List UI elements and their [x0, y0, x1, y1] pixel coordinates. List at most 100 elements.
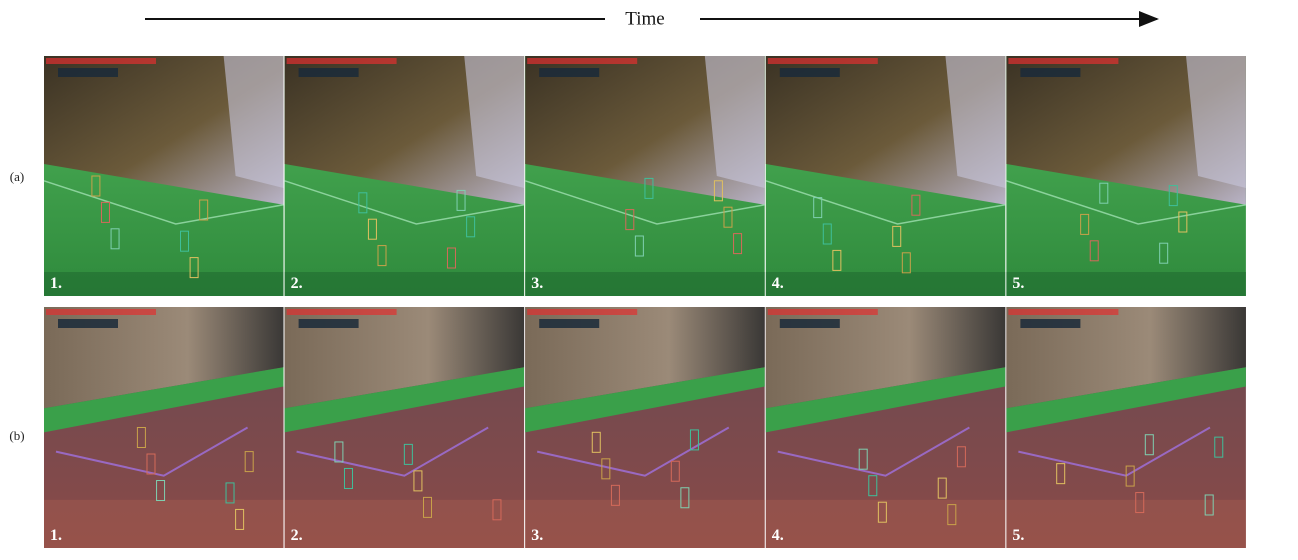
frame-number: 2. — [291, 527, 303, 544]
player-box — [423, 496, 433, 518]
pitch-shade — [525, 499, 765, 548]
scoreboard — [58, 319, 118, 328]
player-box — [1178, 211, 1188, 233]
crowd — [1006, 56, 1246, 205]
player-box — [110, 228, 120, 250]
video-frame: 5. — [1006, 56, 1247, 296]
player-box — [901, 252, 911, 274]
player-box — [813, 197, 823, 219]
player-box — [591, 431, 601, 453]
stand-light — [464, 56, 525, 188]
pitch-line — [536, 426, 730, 477]
player-box — [723, 206, 733, 228]
player-box — [1135, 492, 1145, 514]
player-box — [334, 441, 344, 463]
ad-banner — [765, 367, 1006, 433]
pitch-line — [55, 426, 249, 477]
crowd — [525, 307, 765, 409]
overlay-text-bar — [46, 58, 156, 64]
player-box — [235, 508, 245, 530]
frame-number: 1. — [50, 527, 62, 544]
player-box — [713, 180, 723, 202]
player-box — [343, 467, 353, 489]
ad-banner — [525, 367, 765, 433]
video-frame: 2. — [284, 307, 525, 548]
overlay-text-bar — [286, 58, 397, 64]
scoreboard — [298, 319, 359, 328]
overlay-text-bar — [527, 309, 638, 315]
crowd — [284, 307, 525, 409]
video-frame: 1. — [43, 56, 284, 296]
player-box — [189, 257, 199, 279]
scoreboard — [1020, 68, 1081, 77]
frame-number: 5. — [1012, 275, 1024, 292]
grass-edge — [284, 272, 525, 296]
overlay-text-bar — [1008, 309, 1119, 315]
player-box — [644, 177, 654, 199]
scoreboard — [539, 68, 600, 77]
player-box — [1089, 240, 1099, 262]
player-box — [244, 451, 254, 473]
player-box — [456, 189, 466, 211]
pitch-line — [765, 180, 1006, 225]
player-box — [1056, 463, 1066, 485]
video-frame: 5. — [1006, 307, 1246, 548]
pitch-shade — [44, 499, 284, 548]
crowd — [44, 307, 284, 409]
player-box — [91, 175, 101, 197]
player-box — [858, 448, 868, 470]
player-box — [1204, 494, 1214, 516]
player-box — [1214, 436, 1224, 458]
time-label: Time — [625, 8, 664, 29]
pitch-shade — [1006, 499, 1246, 548]
player-box — [146, 453, 156, 475]
scoreboard — [539, 319, 600, 328]
player-box — [403, 443, 413, 465]
video-frame: 3. — [524, 56, 765, 296]
row-label: (b) — [9, 428, 24, 443]
crowd — [765, 307, 1006, 409]
player-box — [1144, 434, 1154, 456]
player-box — [225, 482, 235, 504]
grass-edge — [1006, 272, 1246, 296]
video-frame: 4. — [765, 307, 1006, 548]
player-box — [689, 429, 699, 451]
overlay-text-bar — [46, 309, 156, 315]
ad-banner — [284, 367, 525, 433]
scoreboard — [1020, 319, 1081, 328]
player-box — [892, 225, 902, 247]
grass-edge — [44, 272, 284, 296]
scoreboard — [779, 68, 840, 77]
frame-number: 4. — [772, 527, 784, 544]
player-box — [911, 194, 921, 216]
overlay-text-bar — [767, 58, 878, 64]
overlay-text-bar — [286, 309, 397, 315]
scoreboard — [58, 68, 118, 77]
frame-number: 2. — [291, 275, 303, 292]
player-box — [868, 475, 878, 497]
player-box — [947, 504, 957, 526]
player-box — [680, 487, 690, 509]
video-frame: 3. — [525, 307, 765, 548]
player-box — [377, 245, 387, 267]
player-box — [466, 216, 476, 238]
frame-number: 4. — [772, 275, 784, 292]
grass-edge — [525, 272, 765, 296]
pitch-shade — [765, 499, 1006, 548]
pitch-line — [1006, 180, 1247, 225]
player-box — [937, 477, 947, 499]
video-frame: 2. — [284, 56, 525, 296]
stand-light — [945, 56, 1006, 188]
player-box — [832, 249, 842, 271]
ad-banner — [1006, 367, 1246, 433]
crowd — [44, 56, 284, 205]
scoreboard — [298, 68, 359, 77]
pitch-shade — [284, 499, 525, 548]
frame-number: 1. — [50, 275, 62, 292]
grass-edge — [765, 272, 1006, 296]
player-box — [634, 235, 644, 257]
video-frame: 1. — [44, 307, 284, 548]
player-box — [670, 460, 680, 482]
